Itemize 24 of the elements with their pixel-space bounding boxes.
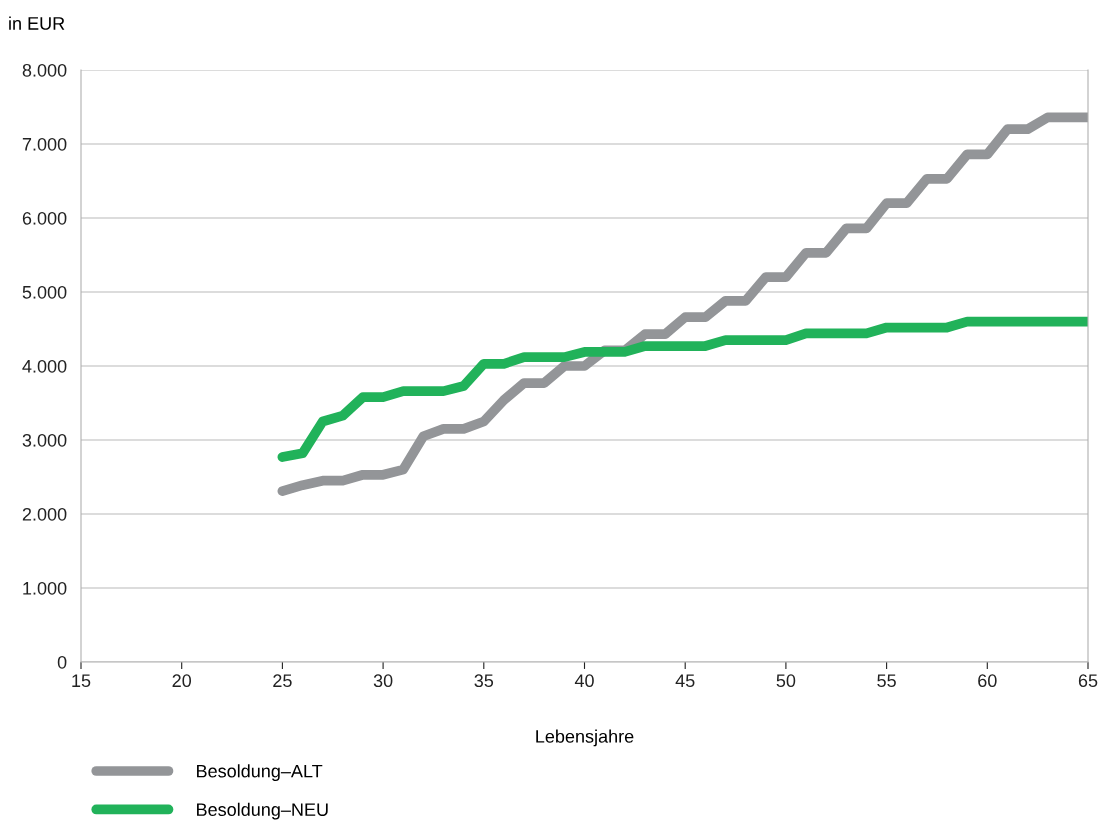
y-tick-label: 8.000 (22, 63, 67, 77)
x-tick-label: 60 (978, 674, 997, 688)
y-tick-label: 4.000 (22, 359, 67, 373)
x-tick-label: 15 (72, 674, 91, 688)
x-tick-label: 50 (776, 674, 796, 688)
y-tick-label: 2.000 (22, 507, 67, 521)
y-tick-label: 5.000 (22, 285, 67, 299)
x-tick-label: 45 (675, 674, 695, 688)
y-axis-title: in EUR (9, 16, 65, 30)
y-tick-label: 6.000 (22, 211, 67, 225)
y-tick-label: 1.000 (23, 581, 67, 595)
x-tick-label: 35 (474, 674, 494, 688)
y-tick-label: 3.000 (22, 433, 67, 447)
x-tick-label: 55 (877, 674, 896, 688)
legend-label: Besoldung–NEU (197, 802, 328, 820)
y-tick-label: 7.000 (22, 137, 67, 151)
x-tick-label: 25 (273, 674, 292, 688)
x-tick-label: 20 (172, 674, 192, 688)
x-tick-label: 40 (574, 674, 594, 688)
y-tick-label: 0 (57, 655, 67, 669)
x-tick-label: 30 (373, 674, 393, 688)
x-tick-label: 65 (1078, 674, 1098, 688)
legend-label: Besoldung–ALT (197, 764, 323, 782)
x-axis-title: Lebensjahre (536, 729, 634, 747)
